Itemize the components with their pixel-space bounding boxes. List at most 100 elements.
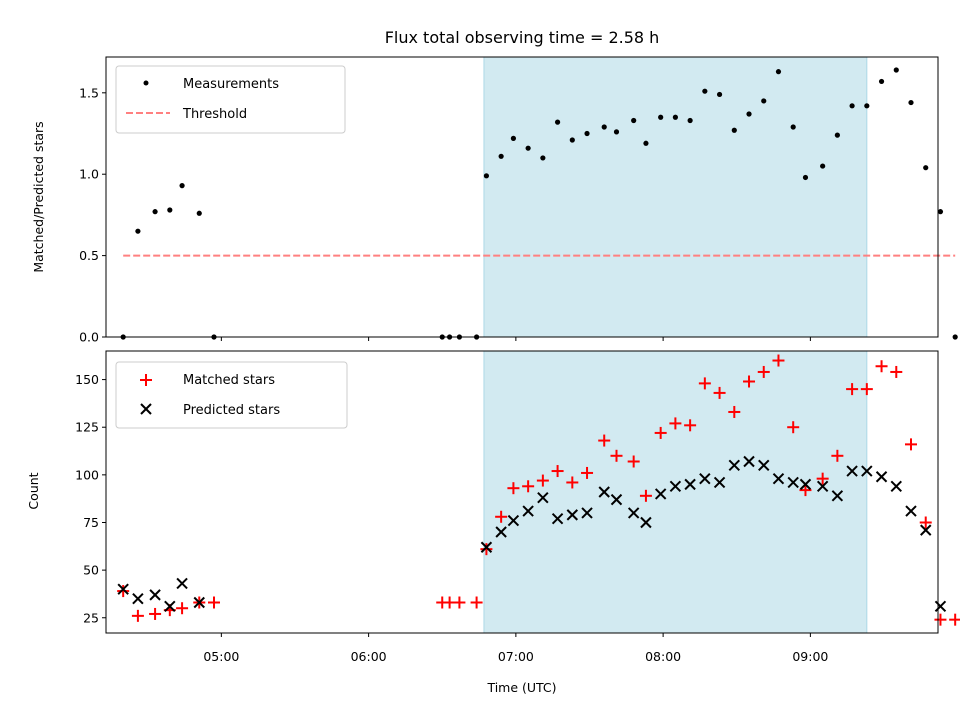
matched-stars-point xyxy=(480,543,493,556)
top-legend: Measurements Threshold xyxy=(115,65,346,134)
observing-window-span xyxy=(483,56,868,338)
x-tick-label: 05:00 xyxy=(203,649,239,664)
matched-stars-point xyxy=(905,438,918,451)
predicted-stars-point xyxy=(640,516,652,529)
measurement-point xyxy=(167,207,173,213)
matched-stars-point xyxy=(787,421,800,434)
y-tick-label: 150 xyxy=(75,372,99,387)
predicted-legend-marker xyxy=(140,403,152,415)
predicted-stars-point xyxy=(699,472,711,485)
y-tick-label: 0.0 xyxy=(79,330,99,345)
predicted-stars-point xyxy=(117,583,129,595)
bottom-y-axis-label: Count xyxy=(26,472,41,509)
y-tick-label: 25 xyxy=(83,610,99,625)
matched-stars-point xyxy=(117,585,130,598)
chart-title: Flux total observing time = 2.58 h xyxy=(385,28,660,47)
measurements-legend-label: Measurements xyxy=(183,77,279,92)
x-axis-label: Time (UTC) xyxy=(486,680,556,695)
matched-stars-point xyxy=(919,516,932,529)
matched-legend-marker xyxy=(140,374,152,386)
matched-stars-point xyxy=(507,482,520,495)
measurement-point xyxy=(802,174,809,181)
y-tick-label: 0.5 xyxy=(79,248,99,263)
predicted-stars-point xyxy=(149,589,161,601)
measurement-point xyxy=(878,78,885,85)
plot-frame xyxy=(105,56,939,338)
predicted-stars-point xyxy=(816,480,829,492)
matched-stars-point xyxy=(453,596,466,609)
matched-stars-point xyxy=(639,489,652,502)
matched-stars-point xyxy=(470,596,483,609)
measurement-point xyxy=(864,103,870,109)
matched-stars-point xyxy=(890,365,903,378)
y-tick-label: 100 xyxy=(75,467,99,482)
predicted-stars-point xyxy=(758,459,770,472)
predicted-stars-point xyxy=(132,592,144,605)
matched-stars-point xyxy=(799,484,812,497)
matched-stars-point xyxy=(949,613,960,626)
matched-stars-point xyxy=(846,383,859,396)
measurement-point xyxy=(923,165,929,171)
matched-stars-point xyxy=(698,377,711,390)
matched-legend-label: Matched stars xyxy=(183,373,275,388)
measurement-point xyxy=(672,114,678,120)
x-tick-label: 08:00 xyxy=(645,649,681,664)
matched-stars-point xyxy=(598,434,611,447)
measurement-point xyxy=(601,124,607,130)
matched-stars-point xyxy=(713,386,726,399)
predicted-stars-point xyxy=(713,476,726,489)
predicted-stars-point xyxy=(728,459,741,472)
matched-stars-point xyxy=(831,449,844,462)
measurement-point xyxy=(483,173,490,179)
measurement-point xyxy=(196,210,202,216)
measurement-point xyxy=(658,114,664,120)
predicted-stars-point xyxy=(905,505,917,517)
observing-window-span xyxy=(483,350,868,634)
measurement-point xyxy=(775,69,782,75)
matched-stars-point xyxy=(610,449,623,462)
matched-stars-point xyxy=(131,609,144,622)
measurement-point xyxy=(952,334,958,340)
measurement-point xyxy=(554,119,561,125)
predicted-stars-point xyxy=(522,505,534,517)
matched-stars-point xyxy=(176,602,189,615)
predicted-stars-point xyxy=(920,524,932,536)
measurement-point xyxy=(613,129,620,135)
matched-stars-point xyxy=(669,417,682,430)
matched-stars-point xyxy=(654,426,667,439)
x-tick-label: 06:00 xyxy=(351,649,387,664)
measurement-point xyxy=(908,99,914,106)
measurement-point xyxy=(584,130,590,137)
predicted-stars-point xyxy=(875,471,888,483)
predicted-stars-point xyxy=(861,465,873,477)
predicted-stars-point xyxy=(537,492,549,504)
measurement-point xyxy=(716,91,723,98)
measurement-point xyxy=(849,103,855,109)
plot-frame xyxy=(105,350,939,634)
matched-stars-point xyxy=(581,466,594,479)
predicted-stars-point xyxy=(787,476,799,489)
predicted-stars-point xyxy=(654,488,667,500)
matched-stars-point xyxy=(743,375,756,388)
predicted-stars-point xyxy=(581,507,593,519)
matched-stars-point xyxy=(860,383,873,396)
matched-stars-point xyxy=(551,465,564,478)
predicted-stars-point xyxy=(669,480,682,492)
measurement-point xyxy=(525,145,531,151)
bottom-legend: Matched stars Predicted stars xyxy=(115,361,348,429)
measurement-point xyxy=(893,67,899,73)
x-tick-label: 09:00 xyxy=(792,649,828,664)
matched-stars-point xyxy=(875,360,888,373)
matched-stars-point xyxy=(566,476,579,489)
matched-stars-point xyxy=(816,472,829,485)
top-legend-frame xyxy=(115,65,346,134)
measurement-point xyxy=(790,124,796,130)
y-tick-label: 125 xyxy=(75,420,99,435)
x-tick-label: 07:00 xyxy=(498,649,534,664)
measurements-legend-marker xyxy=(143,80,149,86)
predicted-stars-point xyxy=(507,514,520,527)
measurement-point xyxy=(702,88,708,94)
y-tick-label: 1.0 xyxy=(79,167,99,182)
predicted-stars-point xyxy=(846,465,858,477)
matched-stars-point xyxy=(684,419,697,432)
